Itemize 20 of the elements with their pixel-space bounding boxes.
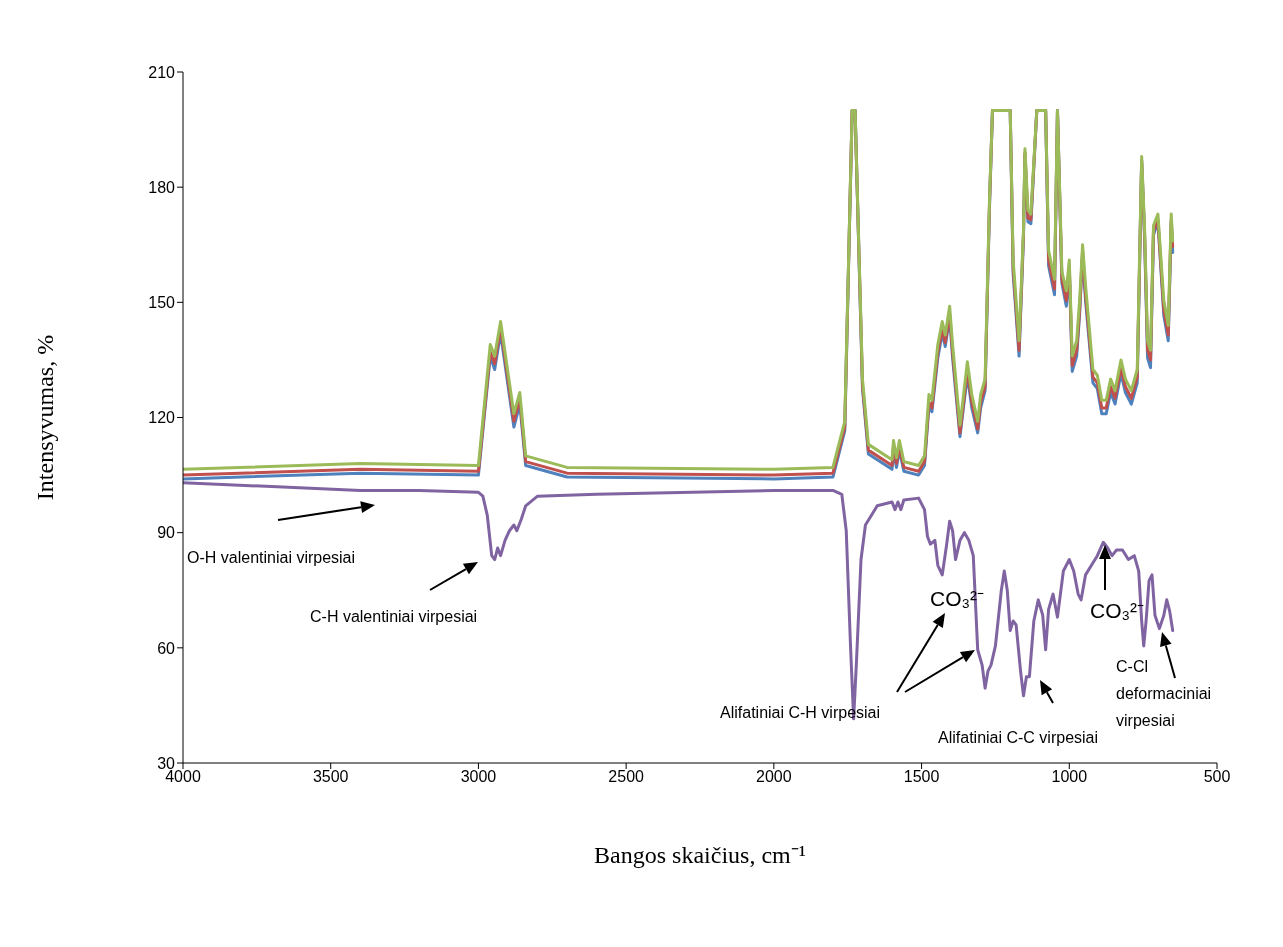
x-tick-label: 3000 xyxy=(460,768,497,786)
x-tick-label: 2000 xyxy=(756,768,792,786)
y-tick-label: 120 xyxy=(148,409,176,427)
annotation: C-H valentiniai virpesiai xyxy=(310,608,478,625)
y-tick-label: 180 xyxy=(148,178,176,196)
y-axis-title: Intensyvumas, % xyxy=(32,334,58,501)
x-axis-title: Bangos skaičius, cm⁻¹ xyxy=(594,842,806,868)
y-tick-label: 90 xyxy=(157,524,176,542)
annotation: Alifatiniai C-C virpesiai xyxy=(938,729,1099,746)
annotation: O-H valentiniai virpesiai xyxy=(187,549,356,566)
y-tick-label: 150 xyxy=(148,294,176,312)
x-tick-label: 1500 xyxy=(903,768,940,786)
y-tick-label: 210 xyxy=(148,63,176,81)
x-tick-label: 3500 xyxy=(312,768,349,786)
x-tick-label: 1000 xyxy=(1051,768,1088,786)
annotation: C-Cl deformaciniai virpesiai xyxy=(1116,658,1212,730)
y-tick-label: 60 xyxy=(157,639,176,657)
x-tick-label: 500 xyxy=(1203,768,1231,786)
x-tick-label: 4000 xyxy=(165,768,201,786)
x-tick-label: 2500 xyxy=(608,768,645,786)
